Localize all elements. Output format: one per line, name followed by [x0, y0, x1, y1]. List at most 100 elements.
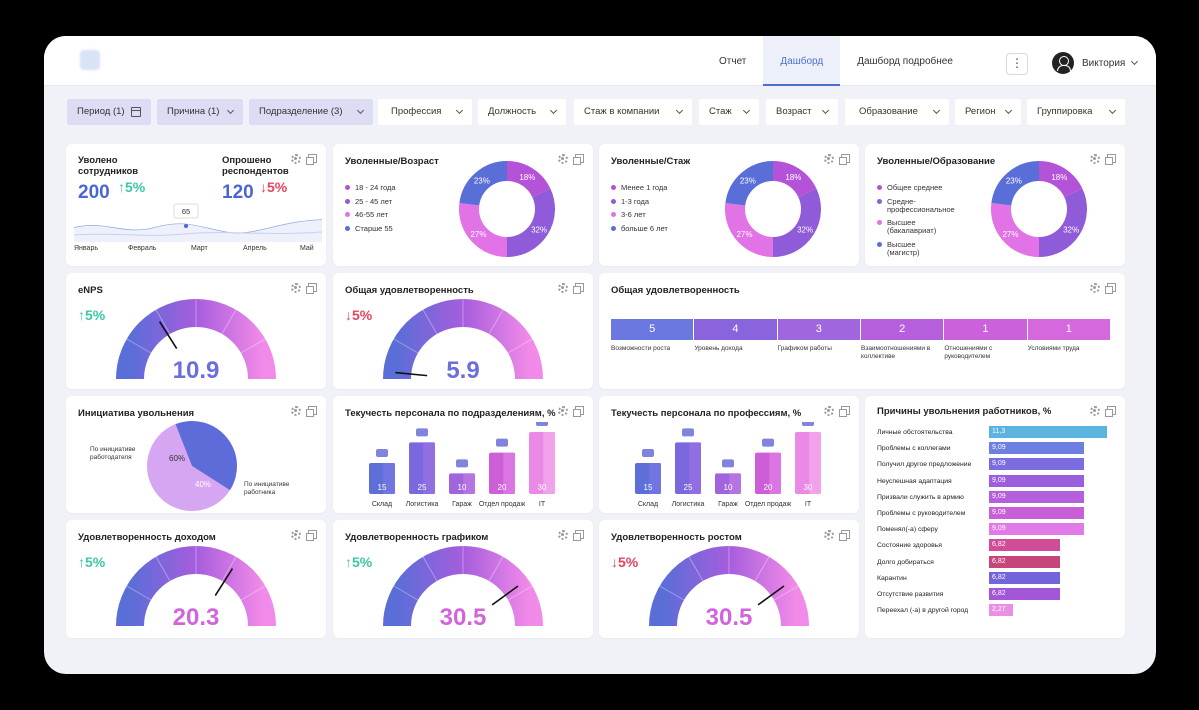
card-title: Причины увольнения работников, % — [877, 406, 1052, 417]
logo-icon — [80, 50, 100, 70]
gauge-tick — [507, 338, 533, 354]
satisfaction-segment: 1 — [944, 319, 1027, 340]
donut-segment-label: 18% — [785, 173, 801, 182]
more-menu-button[interactable]: ⋮ — [1006, 53, 1028, 75]
gear-icon[interactable] — [291, 283, 301, 293]
legend-label: Высшее (магистр) — [887, 239, 920, 257]
gear-icon[interactable] — [1090, 406, 1100, 416]
filter-position[interactable]: Должность — [478, 99, 566, 125]
bar-value-label: 10 — [458, 483, 467, 492]
expand-icon[interactable] — [306, 154, 317, 165]
donut-segment — [991, 161, 1040, 207]
gauge-tick — [688, 556, 704, 582]
gauge-tick — [488, 309, 504, 335]
expand-icon[interactable] — [573, 530, 584, 541]
bar-value-label: 15 — [644, 483, 653, 492]
reason-bar: 9,09 — [989, 474, 1084, 487]
bar-category-label: Логистика — [672, 501, 705, 508]
reason-label: Неуспешная адаптация — [877, 477, 952, 485]
expand-icon[interactable] — [1105, 406, 1116, 417]
filter-label: Группировка — [1037, 106, 1093, 117]
surveyed-value: 120 — [222, 182, 254, 203]
surveyed-title: Опрошено респондентов — [222, 155, 289, 177]
reason-label: Призвали служить в армию — [877, 493, 964, 501]
legend: 18 - 24 года 25 - 45 лет 46-55 лет Старш… — [345, 184, 396, 238]
pie-label-employer: По инициативе работодателя — [90, 446, 136, 461]
donut-segment-label: 27% — [736, 230, 752, 239]
bar-highlight — [729, 473, 741, 494]
tab-dashboard-detailed[interactable]: Дашборд подробнее — [857, 56, 953, 67]
filter-period[interactable]: Период (1) — [67, 99, 151, 125]
bar-category-label: Отдел продаж — [745, 501, 792, 508]
card-title: Удовлетворенность доходом — [78, 532, 216, 543]
filter-tenure[interactable]: Стаж — [699, 99, 759, 125]
gauge-chart — [116, 299, 276, 380]
reason-bar: 2,27 — [989, 604, 1013, 617]
filter-region[interactable]: Регион — [955, 99, 1021, 125]
gear-icon[interactable] — [824, 154, 834, 164]
reason-bar: 9,09 — [989, 523, 1084, 536]
tab-dashboard[interactable]: Дашборд — [763, 36, 841, 86]
filter-grouping[interactable]: Группировка — [1027, 99, 1125, 125]
gear-icon[interactable] — [291, 406, 301, 416]
expand-icon[interactable] — [839, 530, 850, 541]
expand-icon[interactable] — [306, 530, 317, 541]
card-tools — [1090, 406, 1116, 417]
gauge-arc — [116, 299, 276, 380]
gear-icon[interactable] — [558, 283, 568, 293]
filter-label: Профессия — [391, 106, 442, 117]
satisfaction-segment: 4 — [694, 319, 777, 340]
filter-reason[interactable]: Причина (1) — [157, 99, 243, 125]
gauge-tick — [221, 309, 237, 335]
card-tools — [291, 530, 317, 541]
bar-value-label: 10 — [724, 483, 733, 492]
donut-segment-label: 23% — [474, 176, 490, 185]
gauge-needle — [757, 585, 785, 606]
gear-icon[interactable] — [1090, 154, 1100, 164]
gear-icon[interactable] — [824, 530, 834, 540]
gear-icon[interactable] — [824, 406, 834, 416]
expand-icon[interactable] — [306, 406, 317, 417]
bar-category-label: Склад — [372, 501, 392, 508]
gear-icon[interactable] — [291, 154, 301, 164]
card-enps: eNPS ↑5% 10.9 — [66, 273, 326, 389]
expand-icon[interactable] — [573, 154, 584, 165]
card-tools — [558, 530, 584, 541]
gauge-needle — [491, 585, 519, 606]
filter-department[interactable]: Подразделение (3) — [249, 99, 373, 125]
filter-company-tenure[interactable]: Стаж в компании — [574, 99, 692, 125]
expand-icon[interactable] — [839, 406, 850, 417]
pie-slice — [175, 421, 237, 491]
expand-icon[interactable] — [573, 406, 584, 417]
expand-icon[interactable] — [573, 283, 584, 294]
gear-icon[interactable] — [558, 154, 568, 164]
gear-icon[interactable] — [558, 406, 568, 416]
reason-label: Состояние здоровья — [877, 542, 942, 550]
month-label: Май — [300, 245, 314, 252]
filter-age[interactable]: Возраст — [766, 99, 838, 125]
expand-icon[interactable] — [839, 154, 850, 165]
bar-value-label: 30 — [538, 483, 547, 492]
card-tools — [291, 154, 317, 165]
satisfaction-segment: 5 — [611, 319, 694, 340]
user-name: Виктория — [1082, 57, 1126, 69]
filter-label: Должность — [488, 106, 537, 117]
donut-segment-label: 32% — [797, 225, 813, 234]
satisfaction-segment: 3 — [777, 319, 860, 340]
card-tools — [824, 406, 850, 417]
gear-icon[interactable] — [291, 530, 301, 540]
expand-icon[interactable] — [306, 283, 317, 294]
filter-label: Стаж в компании — [584, 106, 660, 117]
legend-item: 25 - 45 лет — [345, 197, 396, 206]
filter-education[interactable]: Образование — [845, 99, 949, 125]
bar-icon — [642, 449, 654, 457]
expand-icon[interactable] — [1105, 154, 1116, 165]
user-menu[interactable]: Виктория — [1052, 52, 1139, 74]
gear-icon[interactable] — [558, 530, 568, 540]
card-schedule-satisfaction: Удовлетворенность графиком ↑5% 30.5 — [333, 520, 593, 638]
gear-icon[interactable] — [1090, 283, 1100, 293]
expand-icon[interactable] — [1105, 283, 1116, 294]
filter-profession[interactable]: Профессия — [378, 99, 472, 125]
tab-report[interactable]: Отчет — [719, 56, 747, 67]
legend-label: больше 6 лет — [621, 223, 668, 233]
